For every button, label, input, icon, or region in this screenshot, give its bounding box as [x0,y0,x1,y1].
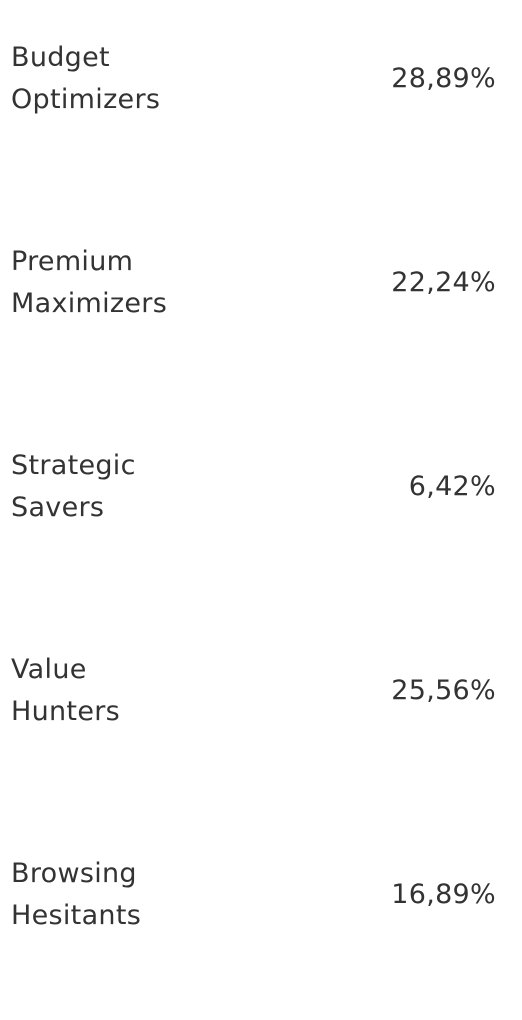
segment-percent: 6,42% [408,471,496,502]
segment-name: Premium Maximizers [11,241,271,325]
segment-percent: 25,56% [391,675,496,706]
segment-percent: 16,89% [391,879,496,910]
segment-name-line: Maximizers [11,288,168,319]
segment-name-line: Optimizers [11,84,161,115]
segment-row-premium-maximizers: Premium Maximizers 22,24% [0,204,522,408]
segment-row-value-hunters: Value Hunters 25,56% [0,612,522,816]
segment-percent: 22,24% [391,267,496,298]
segment-name-line: Hesitants [11,900,142,931]
segment-name-line: Browsing [11,858,137,889]
segment-name: Budget Optimizers [11,37,271,121]
segment-name: Value Hunters [11,649,271,733]
segment-row-budget-optimizers: Budget Optimizers 28,89% [0,0,522,204]
segment-name-line: Strategic [11,450,136,481]
segment-row-strategic-savers: Strategic Savers 6,42% [0,408,522,612]
segment-name-line: Savers [11,492,105,523]
segment-name-line: Budget [11,42,110,73]
segment-name-line: Hunters [11,696,120,727]
segment-name-line: Value [11,654,87,685]
segment-row-browsing-hesitants: Browsing Hesitants 16,89% [0,816,522,1020]
segment-name: Strategic Savers [11,445,271,529]
segment-name: Browsing Hesitants [11,853,271,937]
segment-list: Budget Optimizers 28,89% Premium Maximiz… [0,0,522,931]
segment-name-line: Premium [11,246,134,277]
segment-percent: 28,89% [391,63,496,94]
